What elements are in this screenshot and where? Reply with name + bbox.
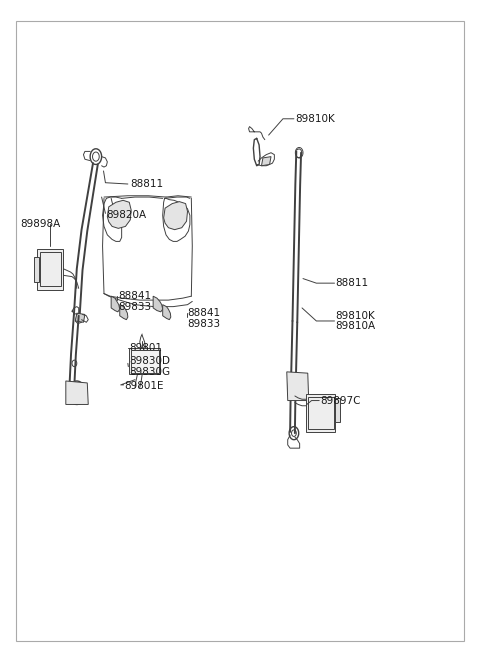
- Text: 89810A: 89810A: [336, 321, 375, 331]
- Text: 89833: 89833: [118, 302, 151, 312]
- Text: 89897C: 89897C: [320, 396, 360, 405]
- Polygon shape: [262, 157, 271, 166]
- Text: 89801E: 89801E: [124, 381, 164, 391]
- Text: 89801: 89801: [129, 343, 162, 353]
- Text: 89830D: 89830D: [129, 356, 170, 366]
- Polygon shape: [164, 202, 188, 230]
- Bar: [131, 350, 159, 373]
- Polygon shape: [153, 296, 163, 312]
- Bar: [129, 348, 160, 375]
- Polygon shape: [34, 257, 38, 282]
- Polygon shape: [75, 313, 85, 322]
- Polygon shape: [66, 381, 88, 404]
- Text: 89833: 89833: [188, 318, 221, 329]
- Polygon shape: [163, 305, 171, 320]
- Text: 88841: 88841: [188, 308, 221, 318]
- Polygon shape: [108, 200, 131, 229]
- Text: 89820A: 89820A: [107, 210, 146, 220]
- Polygon shape: [287, 372, 309, 401]
- Text: 88811: 88811: [336, 278, 369, 288]
- Text: 89830G: 89830G: [129, 367, 170, 377]
- Text: 89810K: 89810K: [295, 114, 335, 124]
- Polygon shape: [37, 250, 63, 290]
- Text: 89810K: 89810K: [336, 310, 375, 321]
- Polygon shape: [306, 394, 336, 432]
- Polygon shape: [336, 398, 340, 422]
- Text: 89898A: 89898A: [21, 219, 61, 229]
- Polygon shape: [111, 296, 120, 312]
- Polygon shape: [120, 305, 128, 320]
- Text: 88811: 88811: [130, 179, 163, 189]
- Text: 88841: 88841: [118, 291, 151, 301]
